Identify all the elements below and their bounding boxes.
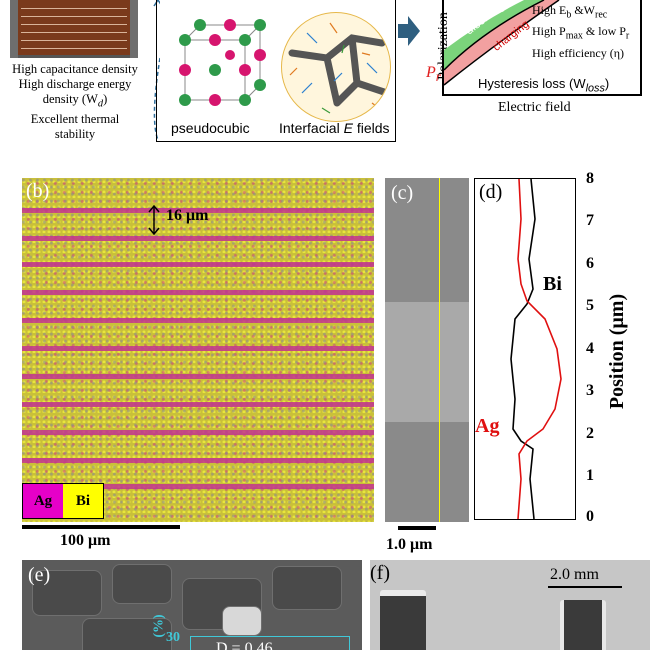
property-discharge: High discharge energy bbox=[18, 77, 132, 91]
sem-grain-panel: (e) (%) 30 D = 0.46 bbox=[22, 560, 362, 650]
scale-bar-b-label: 100 μm bbox=[60, 532, 111, 549]
element-legend: Ag Bi bbox=[22, 483, 104, 519]
panel-f-tag: (f) bbox=[370, 562, 390, 584]
tick-7: 7 bbox=[586, 212, 594, 229]
bi-profile-label: Bi bbox=[543, 273, 562, 295]
tick-0: 0 bbox=[586, 508, 594, 525]
pe-loop-panel: Polarization discharging charging Pr Hys… bbox=[420, 0, 650, 120]
inset-d-value: D = 0.46 bbox=[216, 640, 273, 650]
note-eb-wrec: High Eb &Wrec bbox=[532, 3, 608, 21]
pe-loop-plot: discharging charging Pr Hysteresis loss … bbox=[426, 0, 642, 96]
mlcc-illustration bbox=[10, 0, 138, 58]
mlcc-right-electrode bbox=[130, 0, 138, 58]
sem-cross-section-panel: (c) bbox=[385, 178, 469, 522]
note-efficiency: High efficiency (η) bbox=[532, 45, 625, 60]
tick-1: 1 bbox=[586, 467, 594, 484]
panel-b-tag: (b) bbox=[26, 180, 50, 202]
tick-8: 8 bbox=[586, 170, 594, 187]
tick-5: 5 bbox=[586, 297, 594, 314]
property-stability: stability bbox=[54, 126, 96, 141]
tick-4: 4 bbox=[586, 340, 594, 357]
property-capacitance: High capacitance density bbox=[12, 62, 138, 76]
sample-photo-panel: (f) bbox=[370, 560, 650, 650]
tick-6: 6 bbox=[586, 255, 594, 272]
scale-bar-f bbox=[548, 586, 622, 588]
scale-bar-c bbox=[398, 526, 436, 530]
interfacial-fields-label: Interfacial E fields bbox=[279, 120, 390, 136]
mlcc-properties: High capacitance density High discharge … bbox=[0, 62, 150, 142]
hysteresis-loss-label: Hysteresis loss (Wloss) bbox=[478, 76, 610, 95]
mlcc-left-electrode bbox=[10, 0, 18, 58]
scale-bar-f-label: 2.0 mm bbox=[550, 566, 599, 583]
panel-d-tag: (d) bbox=[479, 181, 503, 203]
property-energy-density: density (Wd) bbox=[42, 92, 108, 110]
electric-field-axis-label: Electric field bbox=[498, 100, 571, 115]
line-scan-profile bbox=[510, 178, 562, 520]
tick-3: 3 bbox=[586, 382, 594, 399]
inset-tick-30: 30 bbox=[166, 630, 180, 645]
note-pmax-pr: High Pmax & low Pr bbox=[532, 24, 630, 42]
pseudocubic-label: pseudocubic bbox=[171, 120, 250, 136]
tick-2: 2 bbox=[586, 425, 594, 442]
grain-size-inset bbox=[190, 636, 350, 650]
property-thermal: Excellent thermal bbox=[30, 111, 120, 126]
scale-bar-b bbox=[22, 525, 180, 529]
panel-e-tag: (e) bbox=[28, 564, 51, 586]
panel-c-tag: (c) bbox=[391, 182, 414, 204]
mechanism-panel: pseudocubic Interfacial E fields bbox=[156, 0, 396, 142]
position-axis: 8 7 6 5 4 3 2 1 0 bbox=[586, 170, 626, 530]
legend-ag: Ag bbox=[23, 484, 63, 518]
pseudocubic-lattice-diagram bbox=[179, 19, 266, 106]
ag-profile-label: Ag bbox=[475, 415, 500, 437]
performance-notes: High Eb &Wrec High Pmax & low Pr High ef… bbox=[532, 2, 629, 61]
thickness-arrow-icon bbox=[148, 205, 160, 235]
pr-label: Pr bbox=[426, 64, 441, 85]
legend-bi: Bi bbox=[63, 484, 103, 518]
eds-map-panel: (b) bbox=[22, 178, 374, 522]
interfacial-field-diagram bbox=[281, 12, 391, 122]
right-arrow-icon bbox=[398, 16, 420, 46]
line-scan-panel: (d) Bi Ag bbox=[474, 178, 576, 520]
scale-bar-c-label: 1.0 μm bbox=[386, 536, 433, 553]
layer-thickness-label: 16 μm bbox=[166, 207, 209, 224]
position-axis-label: Position (μm) bbox=[606, 293, 629, 410]
